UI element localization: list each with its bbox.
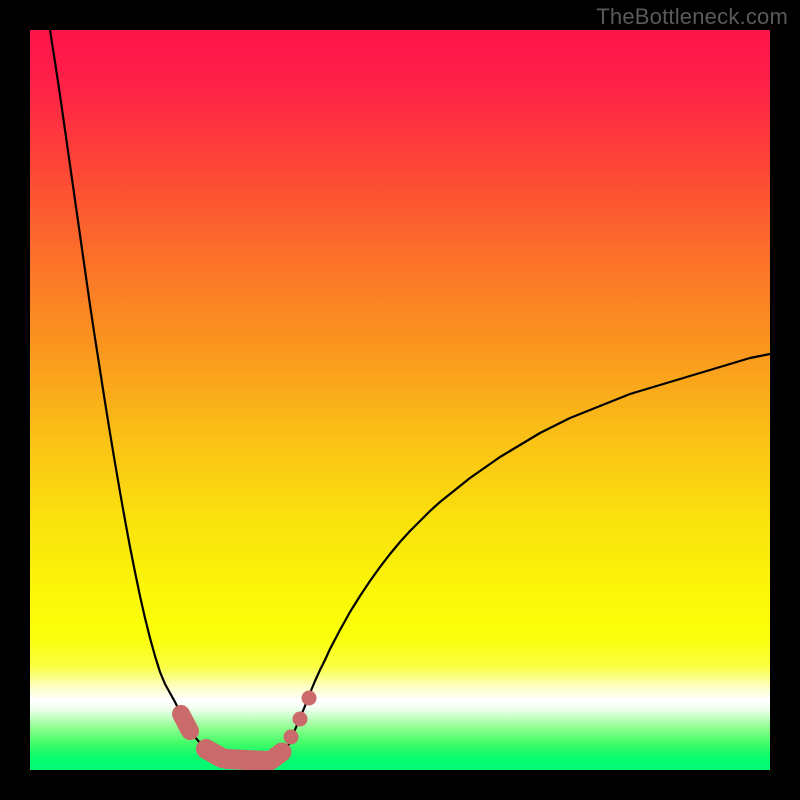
watermark-text: TheBottleneck.com [596, 4, 788, 30]
marker-dot [293, 712, 308, 727]
bottleneck-plot [30, 30, 770, 770]
marker-capsule [270, 752, 282, 761]
marker-dot [302, 691, 317, 706]
root-canvas: TheBottleneck.com [0, 0, 800, 800]
plot-svg [30, 30, 770, 770]
plot-background [30, 30, 770, 770]
marker-capsule [181, 714, 190, 731]
marker-dot [284, 730, 299, 745]
